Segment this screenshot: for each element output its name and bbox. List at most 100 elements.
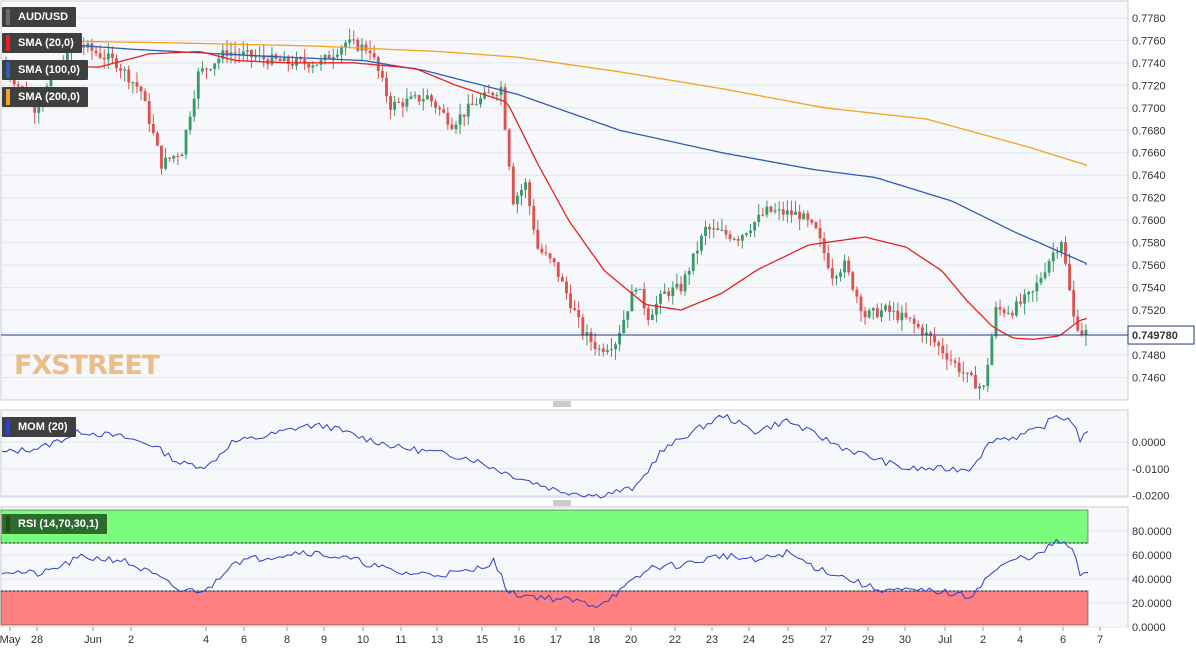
x-tick-13: 17 bbox=[550, 634, 562, 646]
candle-85 bbox=[352, 30, 356, 45]
candle-169 bbox=[695, 241, 699, 265]
candle-245 bbox=[1006, 305, 1010, 315]
candle-38 bbox=[160, 145, 163, 175]
candle-body-234 bbox=[961, 372, 965, 374]
candle-208 bbox=[855, 286, 859, 304]
legend-sma100-swatch bbox=[6, 62, 10, 78]
candle-body-47 bbox=[196, 71, 200, 99]
candle-body-194 bbox=[798, 211, 802, 220]
main-y-tick-7: 0.7600 bbox=[1132, 215, 1166, 227]
candle-body-124 bbox=[511, 166, 515, 205]
candle-59 bbox=[245, 42, 249, 61]
legend-sma100-text: SMA (100,0) bbox=[18, 64, 80, 76]
candle-144 bbox=[593, 333, 597, 356]
x-tick-17: 23 bbox=[706, 634, 718, 646]
candle-body-238 bbox=[978, 386, 982, 389]
candle-body-132 bbox=[544, 252, 548, 254]
candle-body-135 bbox=[556, 262, 560, 277]
candle-body-156 bbox=[642, 289, 646, 309]
candle-100 bbox=[413, 91, 417, 100]
candle-body-244 bbox=[1002, 309, 1006, 314]
candle-body-186 bbox=[765, 206, 769, 215]
candle-body-263 bbox=[1080, 330, 1084, 336]
candle-body-242 bbox=[994, 307, 998, 337]
candle-67 bbox=[278, 55, 282, 62]
candle-body-264 bbox=[1084, 329, 1088, 336]
x-tick-1: 28 bbox=[31, 634, 43, 646]
candle-188 bbox=[773, 203, 777, 214]
candle-body-197 bbox=[810, 219, 814, 223]
candle-body-192 bbox=[790, 210, 793, 215]
divider-grip-1 bbox=[553, 401, 571, 407]
candle-173 bbox=[712, 218, 716, 238]
candle-156 bbox=[642, 282, 646, 316]
candle-body-236 bbox=[969, 372, 973, 375]
candle-body-249 bbox=[1023, 294, 1027, 304]
candle-178 bbox=[732, 237, 736, 241]
candle-200 bbox=[822, 232, 826, 261]
candle-body-163 bbox=[671, 287, 675, 296]
candle-108 bbox=[446, 107, 450, 130]
candle-31 bbox=[131, 81, 135, 94]
candle-body-111 bbox=[458, 114, 462, 125]
candle-body-38 bbox=[160, 145, 163, 169]
x-tick-25: 4 bbox=[1017, 634, 1023, 646]
candle-body-133 bbox=[548, 253, 552, 259]
candle-body-63 bbox=[262, 55, 266, 60]
candle-181 bbox=[745, 232, 748, 237]
candle-body-223 bbox=[916, 323, 920, 328]
candle-body-41 bbox=[172, 156, 176, 159]
candle-body-152 bbox=[626, 311, 630, 320]
x-tick-24: 2 bbox=[980, 634, 986, 646]
candle-39 bbox=[164, 148, 168, 171]
candle-body-80 bbox=[331, 56, 335, 60]
candle-223 bbox=[916, 320, 920, 330]
candle-139 bbox=[573, 299, 577, 312]
candle-body-208 bbox=[855, 289, 859, 297]
candle-body-250 bbox=[1027, 291, 1031, 295]
candle-body-49 bbox=[205, 68, 208, 70]
candle-214 bbox=[879, 303, 883, 323]
candle-242 bbox=[994, 301, 998, 340]
candle-body-130 bbox=[536, 229, 540, 249]
candle-37 bbox=[155, 131, 159, 147]
candle-body-44 bbox=[184, 129, 188, 155]
candle-body-161 bbox=[663, 291, 667, 294]
candle-body-52 bbox=[217, 58, 221, 64]
candle-body-119 bbox=[491, 92, 495, 96]
candle-137 bbox=[565, 276, 568, 300]
candle-body-235 bbox=[965, 372, 969, 374]
candle-body-205 bbox=[843, 260, 847, 273]
candle-104 bbox=[430, 93, 433, 107]
candle-body-103 bbox=[425, 95, 429, 100]
candle-48 bbox=[200, 61, 204, 75]
mom-y-tick-2: -0.0200 bbox=[1132, 491, 1169, 503]
candle-160 bbox=[659, 290, 662, 314]
candle-body-190 bbox=[781, 209, 785, 215]
candle-159 bbox=[655, 295, 658, 323]
candle-89 bbox=[368, 40, 372, 61]
candle-191 bbox=[785, 200, 789, 223]
candle-180 bbox=[740, 233, 744, 249]
candle-body-102 bbox=[421, 99, 425, 102]
candle-79 bbox=[327, 50, 331, 60]
candle-body-78 bbox=[323, 54, 327, 61]
candle-body-203 bbox=[834, 276, 838, 279]
candle-body-195 bbox=[802, 213, 806, 220]
x-tick-2: Jun bbox=[84, 634, 102, 646]
candle-body-129 bbox=[532, 205, 536, 230]
candle-body-216 bbox=[888, 305, 892, 312]
candle-198 bbox=[814, 220, 818, 230]
candle-body-94 bbox=[389, 96, 392, 110]
x-tick-10: 13 bbox=[431, 634, 443, 646]
candle-body-251 bbox=[1031, 291, 1035, 293]
candle-168 bbox=[691, 253, 695, 275]
candle-body-105 bbox=[434, 101, 437, 108]
candle-body-155 bbox=[638, 289, 642, 291]
candle-body-167 bbox=[687, 270, 691, 275]
candle-133 bbox=[548, 252, 552, 264]
candle-220 bbox=[904, 302, 908, 320]
candle-body-115 bbox=[475, 104, 478, 106]
candle-body-60 bbox=[250, 50, 253, 58]
